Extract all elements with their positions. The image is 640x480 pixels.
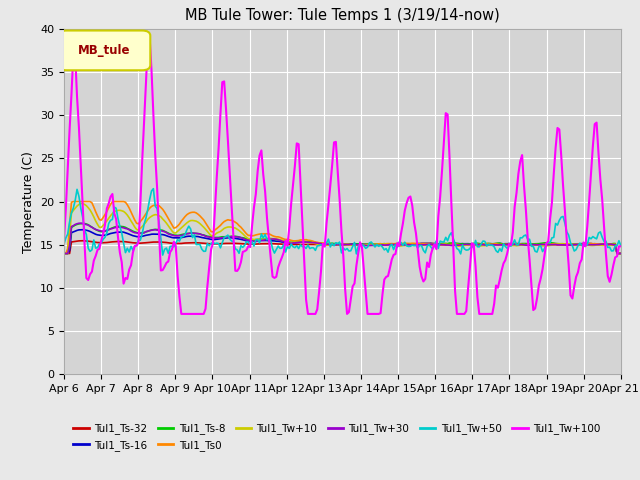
Tul1_Ts-32: [403, 242, 410, 248]
Tul1_Ts-8: [60, 251, 68, 256]
Line: Tul1_Ts-8: Tul1_Ts-8: [64, 224, 621, 253]
Tul1_Ts0: [60, 251, 68, 256]
Tul1_Tw+10: [403, 242, 410, 248]
Tul1_Ts-32: [566, 242, 574, 248]
FancyBboxPatch shape: [58, 31, 150, 70]
Tul1_Ts-8: [392, 242, 399, 248]
Tul1_Ts-32: [392, 242, 399, 248]
Tul1_Tw+10: [60, 251, 68, 256]
Tul1_Tw+10: [531, 242, 539, 248]
Tul1_Tw+30: [62, 251, 70, 256]
Tul1_Ts-32: [60, 251, 68, 256]
Tul1_Ts-8: [617, 251, 625, 256]
Tul1_Tw+50: [568, 243, 576, 249]
Tul1_Tw+50: [62, 235, 70, 241]
Tul1_Tw+10: [79, 201, 86, 206]
Tul1_Tw+50: [404, 243, 412, 249]
Tul1_Tw+30: [617, 251, 625, 256]
Tul1_Ts-16: [403, 242, 410, 248]
Tul1_Ts-16: [60, 251, 68, 256]
Tul1_Tw+30: [403, 242, 410, 248]
Tul1_Ts0: [531, 242, 539, 248]
Tul1_Tw+100: [146, 35, 154, 40]
Tul1_Tw+50: [150, 186, 157, 192]
Tul1_Ts0: [566, 241, 574, 247]
Tul1_Ts-16: [79, 227, 86, 233]
Tul1_Ts-16: [392, 241, 399, 247]
Tul1_Tw+10: [394, 243, 401, 249]
Line: Tul1_Ts0: Tul1_Ts0: [64, 202, 621, 253]
Tul1_Tw+50: [159, 252, 166, 258]
Tul1_Tw+100: [60, 238, 68, 243]
Tul1_Ts-16: [617, 251, 625, 256]
Line: Tul1_Tw+30: Tul1_Tw+30: [64, 223, 621, 253]
Line: Tul1_Tw+100: Tul1_Tw+100: [64, 37, 621, 314]
Tul1_Ts0: [394, 240, 401, 246]
Tul1_Tw+30: [77, 220, 84, 226]
Tul1_Tw+30: [60, 251, 68, 256]
Tul1_Ts-8: [394, 242, 401, 248]
Tul1_Tw+100: [533, 296, 541, 301]
Tul1_Ts-32: [617, 251, 625, 256]
Line: Tul1_Tw+50: Tul1_Tw+50: [64, 189, 621, 255]
Title: MB Tule Tower: Tule Temps 1 (3/19/14-now): MB Tule Tower: Tule Temps 1 (3/19/14-now…: [185, 9, 500, 24]
Tul1_Ts0: [617, 251, 625, 256]
Tul1_Tw+100: [568, 296, 576, 301]
Tul1_Tw+100: [404, 195, 412, 201]
Y-axis label: Temperature (C): Temperature (C): [22, 151, 35, 252]
Line: Tul1_Ts-32: Tul1_Ts-32: [64, 241, 621, 253]
Tul1_Tw+30: [394, 242, 401, 248]
Tul1_Ts-16: [394, 242, 401, 248]
Tul1_Tw+100: [62, 205, 70, 211]
Tul1_Ts0: [403, 240, 410, 246]
Tul1_Ts-32: [531, 242, 539, 248]
Tul1_Ts-8: [62, 251, 70, 256]
Tul1_Ts0: [70, 199, 77, 204]
Tul1_Tw+50: [533, 249, 541, 255]
Tul1_Ts0: [62, 251, 70, 256]
Tul1_Ts0: [392, 240, 399, 246]
Tul1_Tw+100: [177, 311, 185, 317]
Tul1_Tw+10: [617, 251, 625, 256]
Tul1_Ts-16: [566, 241, 574, 247]
Tul1_Tw+10: [566, 241, 574, 247]
Tul1_Tw+50: [60, 241, 68, 247]
Line: Tul1_Tw+10: Tul1_Tw+10: [64, 204, 621, 253]
Tul1_Ts-32: [394, 242, 401, 248]
Tul1_Tw+100: [394, 240, 401, 246]
Line: Tul1_Ts-16: Tul1_Ts-16: [64, 230, 621, 253]
Tul1_Ts-8: [403, 241, 410, 247]
Tul1_Tw+10: [392, 242, 399, 248]
Tul1_Tw+30: [392, 241, 399, 247]
Tul1_Tw+50: [396, 239, 403, 245]
Tul1_Ts-16: [62, 251, 70, 256]
Text: MB_tule: MB_tule: [78, 44, 131, 57]
Tul1_Tw+10: [62, 251, 70, 256]
Tul1_Tw+30: [566, 242, 574, 248]
Legend: Tul1_Ts-32, Tul1_Ts-16, Tul1_Ts-8, Tul1_Ts0, Tul1_Tw+10, Tul1_Tw+30, Tul1_Tw+50,: Tul1_Ts-32, Tul1_Ts-16, Tul1_Ts-8, Tul1_…: [69, 420, 604, 455]
Tul1_Ts-16: [531, 241, 539, 247]
Tul1_Tw+100: [617, 243, 625, 249]
Tul1_Ts-8: [531, 241, 539, 247]
Tul1_Ts-32: [79, 238, 86, 244]
Tul1_Tw+100: [396, 243, 403, 249]
Tul1_Tw+50: [617, 243, 625, 249]
Tul1_Ts-8: [566, 241, 574, 247]
Tul1_Ts-8: [79, 221, 86, 227]
Tul1_Ts-32: [62, 251, 70, 256]
Tul1_Tw+30: [531, 242, 539, 248]
Tul1_Tw+50: [394, 244, 401, 250]
